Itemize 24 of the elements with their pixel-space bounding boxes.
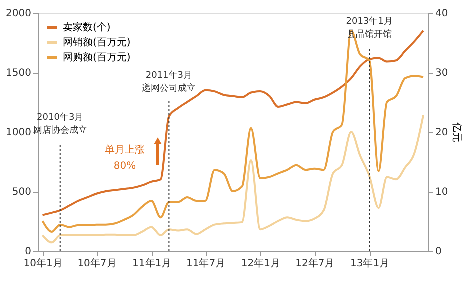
- x-tick-label: 10年1月: [24, 258, 63, 270]
- x-tick-label: 13年1月: [350, 258, 390, 270]
- y2-tick-label: 10: [436, 187, 448, 198]
- legend-label: 卖家数(个): [63, 22, 111, 34]
- x-tick-label: 10年7月: [78, 258, 117, 270]
- y2-tick-label: 20: [436, 128, 448, 138]
- ref-line-label: 2011年3月递网公司成立: [142, 70, 196, 94]
- x-tick-label: 12年1月: [241, 258, 280, 270]
- y-tick-label: 2000: [6, 8, 32, 20]
- ref-line-label: 2010年3月网店协会成立: [33, 112, 88, 136]
- y2-axis-title: 亿元: [451, 122, 462, 142]
- y-tick-label: 1000: [6, 128, 32, 138]
- y-tick-label: 1500: [6, 68, 32, 79]
- legend-label: 网购额(百万元): [63, 52, 131, 64]
- annotation: 单月上涨80%: [105, 144, 145, 172]
- y2-tick-label: 0: [436, 246, 442, 258]
- x-tick-label: 12年7月: [296, 258, 335, 270]
- legend-label: 网销额(百万元): [63, 36, 131, 48]
- y-tick-label: 0: [25, 246, 32, 258]
- y2-tick-label: 30: [436, 68, 448, 79]
- x-tick-label: 11年1月: [132, 258, 172, 270]
- y-tick-label: 500: [12, 187, 32, 198]
- y2-tick-label: 40: [436, 8, 448, 20]
- x-tick-label: 11年7月: [186, 258, 226, 270]
